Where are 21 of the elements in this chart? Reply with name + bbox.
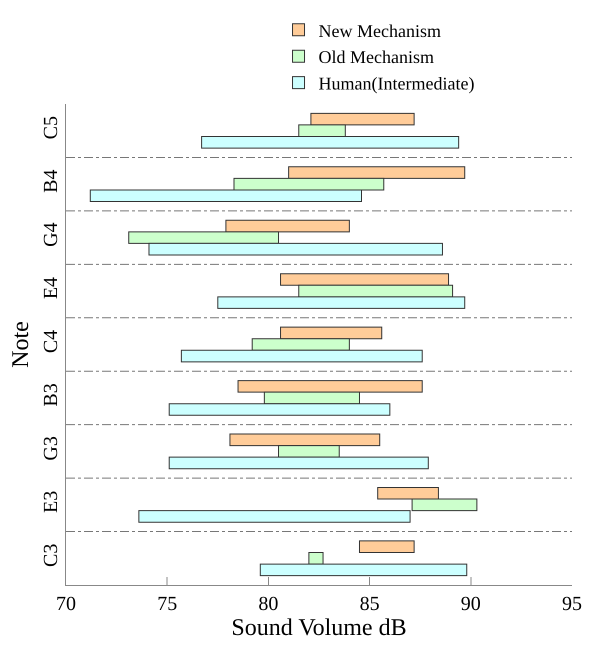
y-tick-label: E4 [40, 276, 62, 300]
y-tick-label: E3 [40, 490, 62, 513]
x-tick-label: 85 [360, 593, 380, 615]
bar [358, 540, 415, 553]
legend-label: Human(Intermediate) [318, 74, 474, 94]
x-tick-label: 95 [562, 593, 582, 615]
x-tick-label: 70 [56, 593, 76, 615]
y-tick-label: C4 [40, 330, 62, 354]
x-tick-label: 80 [258, 593, 278, 615]
y-tick-label: B4 [40, 170, 62, 193]
y-tick-label: C5 [40, 116, 62, 140]
y-tick-label: G3 [40, 436, 62, 461]
x-axis-title: Sound Volume dB [231, 615, 407, 641]
y-tick-label: B3 [40, 383, 62, 407]
x-tick-label: 75 [157, 593, 178, 615]
legend-label: Old Mechanism [318, 47, 434, 68]
y-tick-label: C3 [40, 544, 62, 567]
x-tick-label: 90 [460, 593, 481, 615]
y-axis-title: Note [8, 321, 34, 368]
legend-label: New Mechanism [318, 20, 441, 41]
y-tick-label: G4 [40, 222, 62, 247]
